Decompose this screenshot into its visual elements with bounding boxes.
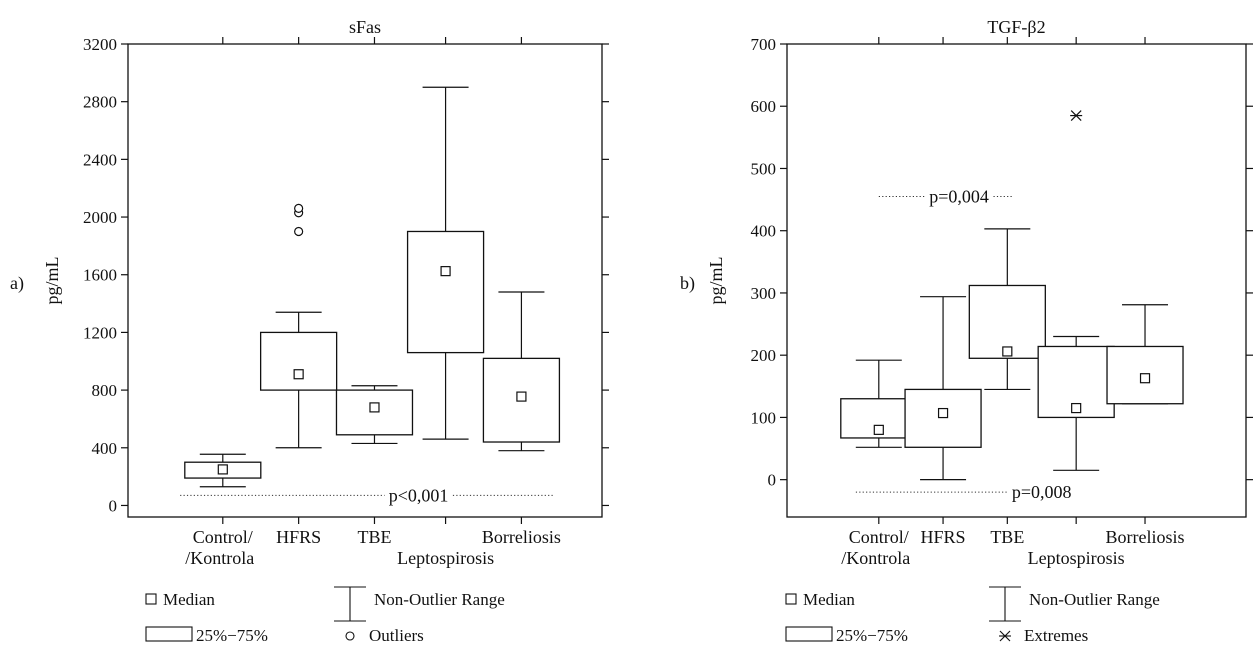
iqr-box: [259, 331, 338, 391]
plot-frame: [127, 43, 603, 518]
legend-outlier-marker: [345, 631, 355, 641]
box-3: [335, 385, 414, 445]
category-label: TBE: [357, 527, 391, 547]
box-5: [482, 291, 561, 452]
iqr-box: [904, 388, 982, 448]
p-value-label: p=0,008: [1012, 482, 1072, 502]
panel-label: b): [680, 273, 695, 294]
y-tick-label: 1200: [83, 323, 117, 342]
outlier-point: [294, 226, 304, 237]
legend: Median 25%−75% Non-Outlier Range Outliers: [145, 586, 505, 645]
median-marker: [937, 407, 949, 419]
y-tick-label: 0: [109, 496, 118, 515]
legend-extreme-marker: [999, 630, 1011, 642]
legend-box-label: 25%−75%: [196, 626, 268, 645]
legend-range-label: Non-Outlier Range: [1029, 590, 1160, 609]
panel-label: a): [10, 273, 24, 294]
y-tick-label: 700: [751, 35, 777, 54]
legend-box-marker: [145, 626, 193, 642]
category-label: Leptospirosis: [397, 548, 494, 568]
category-label: TBE: [990, 527, 1024, 547]
box-2: [259, 203, 338, 449]
p-value-label: p<0,001: [389, 485, 449, 505]
y-tick-label: 400: [92, 439, 118, 458]
legend-median-marker: [785, 593, 797, 605]
category-label: Borreliosis: [1106, 527, 1185, 547]
y-tick-label: 200: [751, 346, 777, 365]
legend-median-label: Median: [163, 590, 215, 609]
y-axis-label: pg/mL: [706, 257, 726, 305]
y-tick-label: 600: [751, 97, 777, 116]
category-label: Leptospirosis: [1028, 548, 1125, 568]
iqr-box: [406, 230, 485, 354]
extreme-point: [1070, 110, 1083, 121]
box-4: [406, 86, 485, 440]
box-4: [1037, 110, 1115, 471]
outlier-point: [294, 203, 304, 213]
legend-median-label: Median: [803, 590, 855, 609]
y-tick-label: 500: [751, 159, 777, 178]
box-2: [904, 296, 982, 481]
median-marker: [516, 391, 527, 402]
median-marker: [1139, 373, 1151, 384]
p-value-label: p=0,004: [929, 186, 989, 206]
y-tick-label: 2000: [83, 208, 117, 227]
median-marker: [293, 369, 304, 380]
box-1: [184, 453, 262, 488]
median-marker: [1071, 402, 1082, 414]
category-label: Borreliosis: [482, 527, 561, 547]
median-marker: [873, 424, 884, 435]
category-label: Control//Kontrola: [841, 527, 910, 568]
y-tick-label: 1600: [83, 266, 117, 285]
y-tick-label: 0: [768, 471, 777, 490]
legend-points-label: Outliers: [369, 626, 424, 645]
y-tick-label: 300: [751, 284, 777, 303]
median-marker: [1002, 346, 1013, 357]
iqr-box: [968, 284, 1046, 359]
legend-box-marker: [785, 626, 833, 642]
y-tick-label: 2400: [83, 150, 117, 169]
legend-box-label: 25%−75%: [836, 626, 908, 645]
chart-title: TGF-β2: [987, 17, 1045, 37]
y-tick-label: 3200: [83, 35, 117, 54]
chart-panel-1: sFas a) pg/mL 0 400 800 1200 1600 2000 2400 2800 32…: [10, 17, 609, 645]
legend: Median 25%−75% Non-Outlier Range Extremes: [785, 586, 1160, 645]
plot-frame: [786, 43, 1247, 518]
box-1: [840, 359, 918, 448]
y-axis-label: pg/mL: [42, 257, 62, 305]
median-marker: [440, 266, 451, 277]
chart-panel-2: TGF-β2 b) pg/mL 0 100 200 300 400 500 600 700 Contr…: [680, 17, 1253, 645]
category-label: Control//Kontrola: [185, 527, 254, 568]
box-3: [968, 228, 1046, 391]
category-label: HFRS: [921, 527, 966, 547]
y-tick-label: 100: [751, 408, 777, 427]
box-5: [1106, 304, 1184, 405]
y-tick-label: 800: [92, 381, 118, 400]
category-label: HFRS: [276, 527, 321, 547]
legend-range-label: Non-Outlier Range: [374, 590, 505, 609]
median-marker: [369, 402, 380, 413]
y-tick-label: 2800: [83, 93, 117, 112]
median-marker: [217, 464, 228, 475]
legend-median-marker: [145, 593, 157, 605]
chart-title: sFas: [349, 17, 381, 37]
legend-points-label: Extremes: [1024, 626, 1088, 645]
y-tick-label: 400: [751, 222, 777, 241]
